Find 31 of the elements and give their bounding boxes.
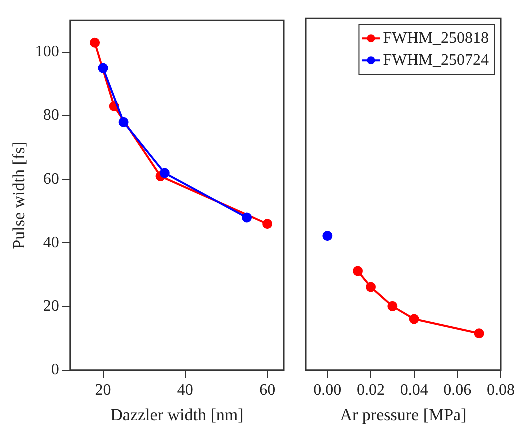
point bbox=[322, 231, 333, 242]
x-tick-label: 0.08 bbox=[487, 382, 515, 400]
point bbox=[366, 282, 376, 292]
point bbox=[353, 266, 363, 276]
x-tick-label: 0.04 bbox=[400, 382, 428, 400]
point bbox=[98, 63, 108, 74]
point bbox=[262, 219, 273, 230]
y-axis-title: Pulse width [fs] bbox=[10, 142, 29, 250]
point bbox=[160, 168, 170, 178]
point bbox=[90, 38, 100, 48]
y-tick-label: 20 bbox=[43, 298, 60, 316]
x-tick-label: 20 bbox=[95, 382, 112, 400]
point bbox=[474, 328, 484, 339]
x-tick-label: 0.02 bbox=[357, 382, 385, 400]
x-tick-label: 40 bbox=[177, 382, 194, 400]
y-tick-label: 40 bbox=[43, 234, 60, 252]
point bbox=[409, 314, 420, 324]
y-tick-label: 60 bbox=[43, 170, 60, 188]
x-tick-label: 60 bbox=[260, 382, 276, 400]
x-axis-title: Ar pressure [MPa] bbox=[340, 405, 467, 424]
y-tick-label: 80 bbox=[43, 107, 60, 124]
y-tick-label: 100 bbox=[35, 44, 60, 61]
x-axis-title: Dazzler width [nm] bbox=[110, 405, 244, 424]
point bbox=[388, 301, 398, 312]
x-tick-label: 0.00 bbox=[314, 382, 342, 400]
legend-label: FWHM_250818 bbox=[383, 30, 489, 47]
point bbox=[242, 212, 252, 223]
y-tick-label: 0 bbox=[51, 362, 60, 379]
legend-label: FWHM_250724 bbox=[383, 52, 489, 69]
x-tick-label: 0.06 bbox=[444, 382, 472, 400]
point bbox=[118, 117, 129, 128]
